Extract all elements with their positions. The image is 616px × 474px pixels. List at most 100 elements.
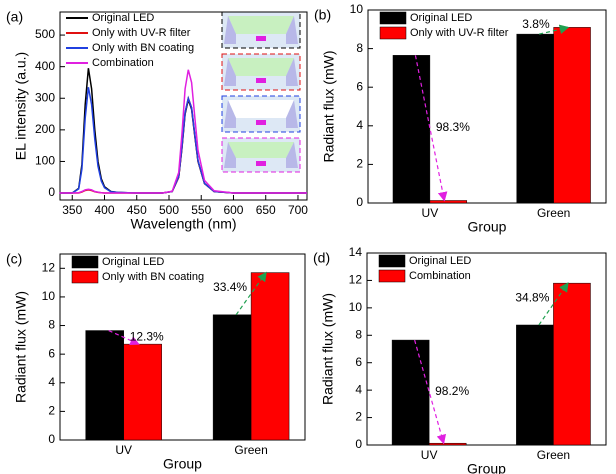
x-axis-label: Group	[467, 461, 506, 474]
y-tick-label: 400	[35, 59, 55, 73]
legend-swatch	[71, 255, 99, 269]
x-tick-label: 500	[159, 203, 179, 217]
x-tick-label: 600	[223, 203, 243, 217]
y-tick-label: 6	[48, 346, 55, 360]
y-tick-label: 8	[356, 41, 363, 55]
legend-label: Original LED	[102, 256, 164, 268]
bar	[392, 55, 431, 204]
y-tick-label: 12	[349, 273, 363, 287]
inset-diagrams	[221, 11, 301, 173]
bar	[250, 272, 290, 441]
y-tick-label: 14	[349, 245, 363, 259]
y-tick-label: 12	[42, 260, 56, 274]
bar	[428, 442, 467, 446]
change-label: 98.2%	[435, 384, 469, 398]
bar	[391, 339, 430, 446]
bar	[553, 27, 591, 204]
x-tick-label: Green	[537, 206, 570, 220]
legend-swatch	[71, 270, 99, 284]
y-tick-label: 6	[356, 79, 363, 93]
x-axis-label: Group	[468, 219, 507, 235]
change-arrow	[108, 329, 140, 346]
bar	[85, 330, 124, 441]
x-tick-label: 350	[62, 203, 82, 217]
legend-label: Original LED	[409, 255, 471, 267]
legend-label: Only with BN coating	[102, 271, 204, 283]
change-arrow	[414, 55, 448, 202]
y-tick-label: 200	[35, 122, 55, 136]
panel-label: (c)	[6, 251, 22, 267]
y-tick-label: 0	[48, 432, 55, 446]
panel-label: (a)	[6, 9, 23, 25]
change-label: 3.8%	[522, 17, 550, 31]
y-axis-label: Radiant flux (mW)	[321, 50, 337, 162]
legend-swatch	[379, 26, 407, 40]
x-tick-label: 400	[94, 203, 114, 217]
x-axis-label: Wavelength (nm)	[130, 216, 236, 232]
x-axis-label: Group	[163, 456, 202, 472]
inset	[221, 53, 301, 91]
plot-frame	[59, 11, 308, 201]
change-arrow	[538, 282, 569, 326]
y-tick-label: 4	[355, 382, 362, 396]
inset	[221, 95, 301, 133]
legend-label: Original LED	[92, 12, 154, 24]
y-tick-label: 8	[355, 327, 362, 341]
y-tick-label: 0	[355, 437, 362, 451]
y-tick-label: 2	[48, 404, 55, 418]
inset	[221, 11, 301, 49]
y-axis-label: EL intensity (a.u.)	[13, 52, 29, 160]
change-arrow	[414, 339, 447, 445]
legend-label: Combination	[92, 57, 154, 69]
y-tick-label: 4	[48, 375, 55, 389]
x-tick-label: 700	[288, 203, 308, 217]
legend-label: Original LED	[410, 12, 472, 24]
x-tick-label: 550	[191, 203, 211, 217]
plot-frame	[367, 9, 607, 204]
legend-swatch	[378, 254, 406, 268]
plot-frame	[59, 253, 306, 441]
bar	[123, 343, 162, 441]
spectrum-line	[59, 69, 307, 194]
y-tick-label: 6	[355, 355, 362, 369]
legend-swatch	[378, 269, 406, 283]
y-tick-label: 500	[35, 27, 55, 41]
y-tick-label: 10	[349, 300, 363, 314]
y-tick-label: 100	[35, 154, 55, 168]
y-tick-label: 0	[356, 195, 363, 209]
x-tick-label: UV	[115, 443, 132, 457]
x-tick-label: UV	[422, 206, 439, 220]
x-tick-label: 650	[256, 203, 276, 217]
y-tick-label: 10	[350, 2, 364, 16]
bar	[553, 282, 591, 446]
legend-label: Only with UV-R filter	[92, 27, 191, 39]
change-label: 98.3%	[436, 120, 470, 134]
bar	[516, 324, 554, 446]
x-tick-label: Green	[234, 443, 267, 457]
y-tick-label: 8	[48, 318, 55, 332]
y-tick-label: 4	[356, 118, 363, 132]
y-axis-label: Radiant flux (mW)	[320, 293, 336, 405]
panel-label: (d)	[313, 250, 330, 266]
y-tick-label: 2	[355, 410, 362, 424]
bar	[429, 200, 468, 204]
y-tick-label: 300	[35, 90, 55, 104]
y-tick-label: 10	[42, 289, 56, 303]
change-arrow	[235, 271, 267, 316]
plot-frame	[366, 252, 607, 446]
legend-label: Combination	[409, 270, 471, 282]
change-arrow	[539, 24, 570, 35]
inset	[221, 137, 301, 173]
x-tick-label: UV	[421, 448, 438, 462]
change-label: 34.8%	[515, 290, 549, 304]
y-tick-label: 2	[356, 157, 363, 171]
x-tick-label: 450	[127, 203, 147, 217]
change-label: 33.4%	[213, 280, 247, 294]
change-label: 12.3%	[130, 330, 164, 344]
legend-label: Only with BN coating	[92, 42, 194, 54]
panel-label: (b)	[314, 7, 331, 23]
legend-swatch	[379, 11, 407, 25]
bar	[212, 314, 252, 441]
bar	[516, 33, 554, 204]
y-axis-label: Radiant flux (mW)	[13, 291, 29, 403]
